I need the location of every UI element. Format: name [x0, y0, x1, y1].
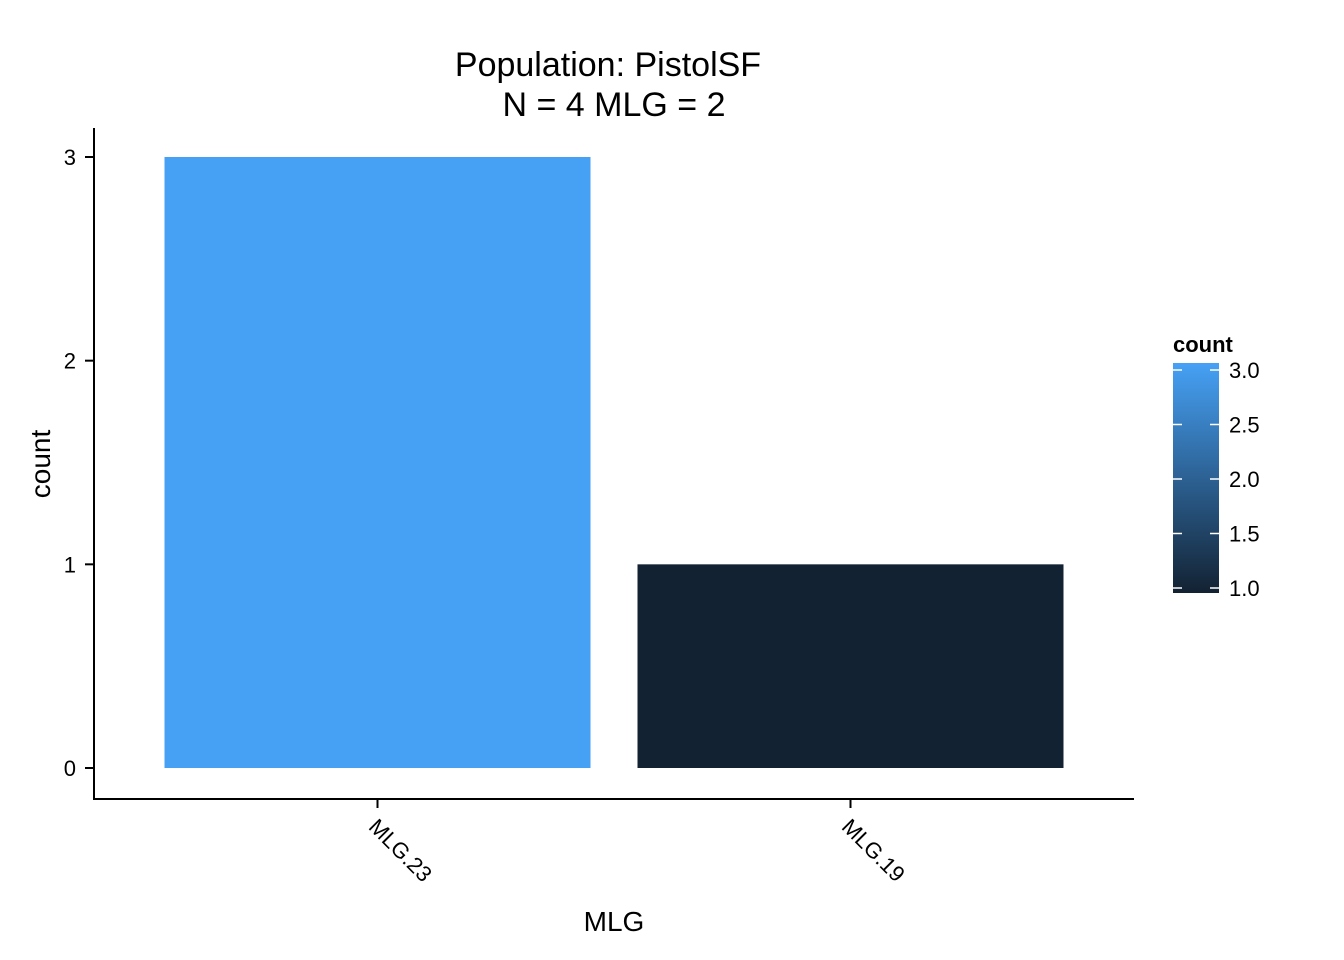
legend-tick-label: 2.0 — [1229, 467, 1260, 492]
y-tick-label: 2 — [64, 349, 76, 374]
x-tick-label: MLG.23 — [364, 814, 437, 887]
bars-group — [164, 157, 1064, 768]
legend-colorbar — [1173, 363, 1219, 593]
legend-title: count — [1173, 332, 1234, 357]
x-axis-title: MLG — [584, 906, 645, 937]
legend-tick-label: 3.0 — [1229, 358, 1260, 383]
y-tick-label: 3 — [64, 145, 76, 170]
bar-mlg-23 — [164, 157, 591, 768]
legend-tick-label: 2.5 — [1229, 413, 1260, 438]
chart-title-line1: Population: PistolSF — [455, 46, 761, 84]
x-tick-label: MLG.19 — [837, 814, 910, 887]
y-tick-label: 0 — [64, 756, 76, 781]
y-ticks-group: 0 1 2 3 — [64, 145, 94, 781]
legend-tick-label: 1.0 — [1229, 576, 1260, 601]
legend-ticks-group: 3.0 2.5 2.0 1.5 1.0 — [1173, 358, 1260, 601]
legend: count 3.0 2.5 2.0 1.5 1.0 — [1173, 332, 1260, 601]
chart-title-line2: N = 4 MLG = 2 — [503, 86, 726, 124]
x-ticks-group: MLG.23 MLG.19 — [364, 799, 910, 887]
legend-tick-label: 1.5 — [1229, 522, 1260, 547]
bar-mlg-19 — [637, 564, 1064, 768]
y-tick-label: 1 — [64, 552, 76, 577]
y-axis-title: count — [25, 430, 56, 499]
